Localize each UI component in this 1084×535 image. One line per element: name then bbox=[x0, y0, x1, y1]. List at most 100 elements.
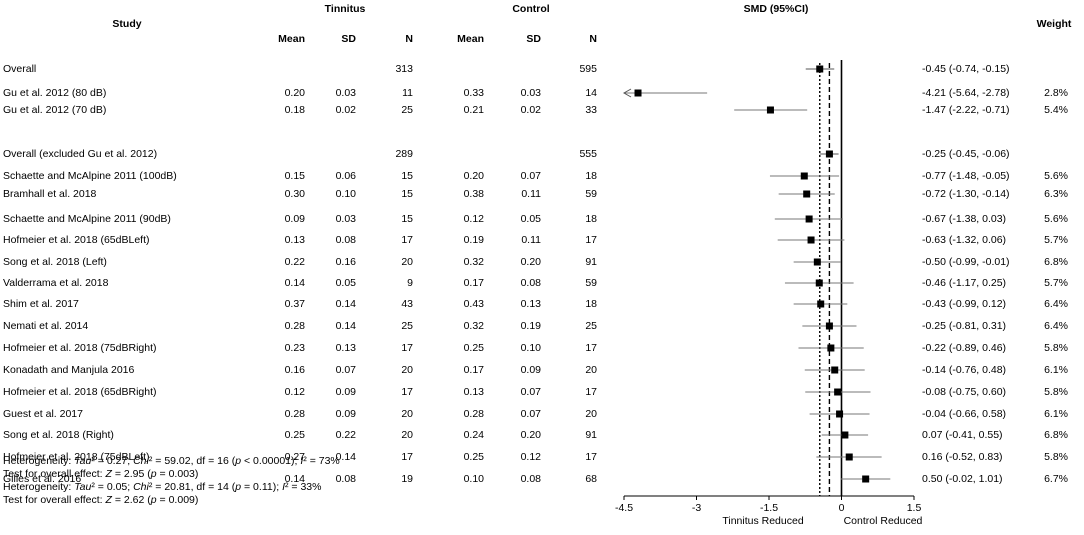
cell-c-mean: 0.25 bbox=[463, 342, 484, 354]
ci-text: -0.04 (-0.66, 0.58) bbox=[922, 408, 1007, 420]
study-point bbox=[815, 279, 823, 287]
cell-t-mean: 0.25 bbox=[284, 429, 305, 441]
study-point bbox=[805, 215, 813, 223]
cell-t-n: 20 bbox=[401, 364, 413, 376]
cell-t-sd: 0.05 bbox=[335, 277, 356, 289]
cell-c-sd: 0.11 bbox=[521, 234, 541, 246]
ci-text: -0.46 (-1.17, 0.25) bbox=[922, 277, 1007, 289]
cell-c-mean: 0.28 bbox=[463, 408, 484, 420]
header-control-n: N bbox=[589, 33, 597, 45]
cell-c-sd: 0.07 bbox=[520, 386, 541, 398]
cell-t-sd: 0.03 bbox=[335, 87, 356, 99]
heterogeneity-excluded: Heterogeneity: Tau² = 0.05; Chi² = 20.81… bbox=[3, 481, 322, 493]
cell-c-sd: 0.08 bbox=[520, 473, 541, 485]
header-tinnitus-group: Tinnitus bbox=[324, 3, 366, 15]
study-point bbox=[807, 236, 815, 244]
cell-c-n: 68 bbox=[585, 473, 597, 485]
ci-text: -0.63 (-1.32, 0.06) bbox=[922, 234, 1007, 246]
cell-t-sd: 0.09 bbox=[335, 386, 356, 398]
cell-c-n: 18 bbox=[585, 298, 597, 310]
weight-value: 6.8% bbox=[1044, 429, 1068, 441]
overall-effect-test-excluded: Test for overall effect: Z = 2.62 (p = 0… bbox=[3, 494, 199, 506]
cell-t-n: 17 bbox=[401, 451, 413, 463]
overall-effect-test-all: Test for overall effect: Z = 2.95 (p = 0… bbox=[3, 468, 199, 480]
weight-value: 5.7% bbox=[1044, 277, 1068, 289]
study-label: Song et al. 2018 (Right) bbox=[3, 429, 114, 441]
cell-c-n: 17 bbox=[585, 451, 597, 463]
weight-value: 6.1% bbox=[1044, 364, 1068, 376]
summary-point bbox=[825, 150, 833, 158]
header-tinnitus-mean: Mean bbox=[278, 33, 305, 45]
study-label: Gu et al. 2012 (70 dB) bbox=[3, 104, 107, 116]
ci-text: -0.25 (-0.81, 0.31) bbox=[922, 320, 1007, 332]
cell-t-n: 313 bbox=[395, 63, 413, 75]
summary-point bbox=[816, 65, 824, 73]
cell-t-sd: 0.02 bbox=[335, 104, 356, 116]
cell-t-mean: 0.09 bbox=[284, 213, 305, 225]
cell-t-n: 20 bbox=[401, 408, 413, 420]
weight-value: 2.8% bbox=[1044, 87, 1068, 99]
cell-c-mean: 0.38 bbox=[463, 188, 484, 200]
study-label: Nemati et al. 2014 bbox=[3, 320, 89, 332]
cell-t-n: 19 bbox=[401, 473, 413, 485]
axis-left-label: Tinnitus Reduced bbox=[722, 515, 804, 527]
study-point bbox=[827, 344, 835, 352]
cell-c-n: 555 bbox=[579, 148, 597, 160]
cell-t-sd: 0.16 bbox=[335, 256, 356, 268]
cell-c-mean: 0.43 bbox=[463, 298, 484, 310]
cell-t-mean: 0.28 bbox=[284, 408, 305, 420]
cell-c-mean: 0.21 bbox=[463, 104, 484, 116]
study-point bbox=[800, 172, 808, 180]
cell-c-n: 91 bbox=[585, 429, 597, 441]
cell-c-sd: 0.05 bbox=[520, 213, 541, 225]
study-label: Gilles et al. 2016 bbox=[3, 473, 82, 485]
study-label: Hofmeier et al. 2018 (75dBRight) bbox=[3, 342, 157, 354]
study-label: Valderrama et al. 2018 bbox=[3, 277, 109, 289]
study-point bbox=[813, 258, 821, 266]
cell-t-mean: 0.14 bbox=[284, 473, 305, 485]
cell-c-n: 91 bbox=[585, 256, 597, 268]
study-label: Hofmeier et al. 2018 (65dBLeft) bbox=[3, 234, 150, 246]
cell-c-n: 17 bbox=[585, 234, 597, 246]
ci-text: -0.77 (-1.48, -0.05) bbox=[922, 170, 1010, 182]
cell-t-sd: 0.14 bbox=[335, 298, 356, 310]
cell-c-mean: 0.25 bbox=[463, 451, 484, 463]
weight-value: 5.6% bbox=[1044, 170, 1068, 182]
cell-c-mean: 0.17 bbox=[463, 277, 484, 289]
cell-t-mean: 0.13 bbox=[284, 234, 305, 246]
cell-c-sd: 0.10 bbox=[520, 342, 541, 354]
summary-label: Overall (excluded Gu et al. 2012) bbox=[3, 148, 158, 160]
study-label: Gu et al. 2012 (80 dB) bbox=[3, 87, 107, 99]
heterogeneity-all: Heterogeneity: Tau² = 0.27; Chi² = 59.02… bbox=[3, 455, 340, 467]
cell-t-sd: 0.22 bbox=[335, 429, 356, 441]
cell-t-n: 11 bbox=[402, 87, 413, 99]
study-point bbox=[841, 431, 849, 439]
ci-text: -0.25 (-0.45, -0.06) bbox=[922, 148, 1010, 160]
cell-t-n: 25 bbox=[401, 320, 413, 332]
cell-c-sd: 0.07 bbox=[520, 170, 541, 182]
cell-t-mean: 0.22 bbox=[284, 256, 305, 268]
cell-t-mean: 0.16 bbox=[284, 364, 305, 376]
cell-c-sd: 0.08 bbox=[520, 277, 541, 289]
study-label: Bramhall et al. 2018 bbox=[3, 188, 97, 200]
cell-t-sd: 0.07 bbox=[335, 364, 356, 376]
study-point bbox=[803, 190, 811, 198]
cell-t-sd: 0.06 bbox=[335, 170, 356, 182]
cell-c-mean: 0.19 bbox=[463, 234, 484, 246]
study-label: Guest et al. 2017 bbox=[3, 408, 83, 420]
study-point bbox=[831, 366, 839, 374]
cell-c-n: 20 bbox=[585, 364, 597, 376]
cell-t-n: 17 bbox=[401, 234, 413, 246]
ci-text: -4.21 (-5.64, -2.78) bbox=[922, 87, 1010, 99]
cell-c-n: 59 bbox=[585, 277, 597, 289]
cell-c-mean: 0.10 bbox=[463, 473, 484, 485]
ci-text: -0.72 (-1.30, -0.14) bbox=[922, 188, 1010, 200]
cell-c-sd: 0.07 bbox=[520, 408, 541, 420]
study-label: Song et al. 2018 (Left) bbox=[3, 256, 107, 268]
study-label: Konadath and Manjula 2016 bbox=[3, 364, 135, 376]
cell-t-mean: 0.28 bbox=[284, 320, 305, 332]
cell-t-mean: 0.23 bbox=[284, 342, 305, 354]
weight-value: 6.4% bbox=[1044, 320, 1068, 332]
cell-c-mean: 0.32 bbox=[463, 320, 484, 332]
study-point bbox=[834, 388, 842, 396]
